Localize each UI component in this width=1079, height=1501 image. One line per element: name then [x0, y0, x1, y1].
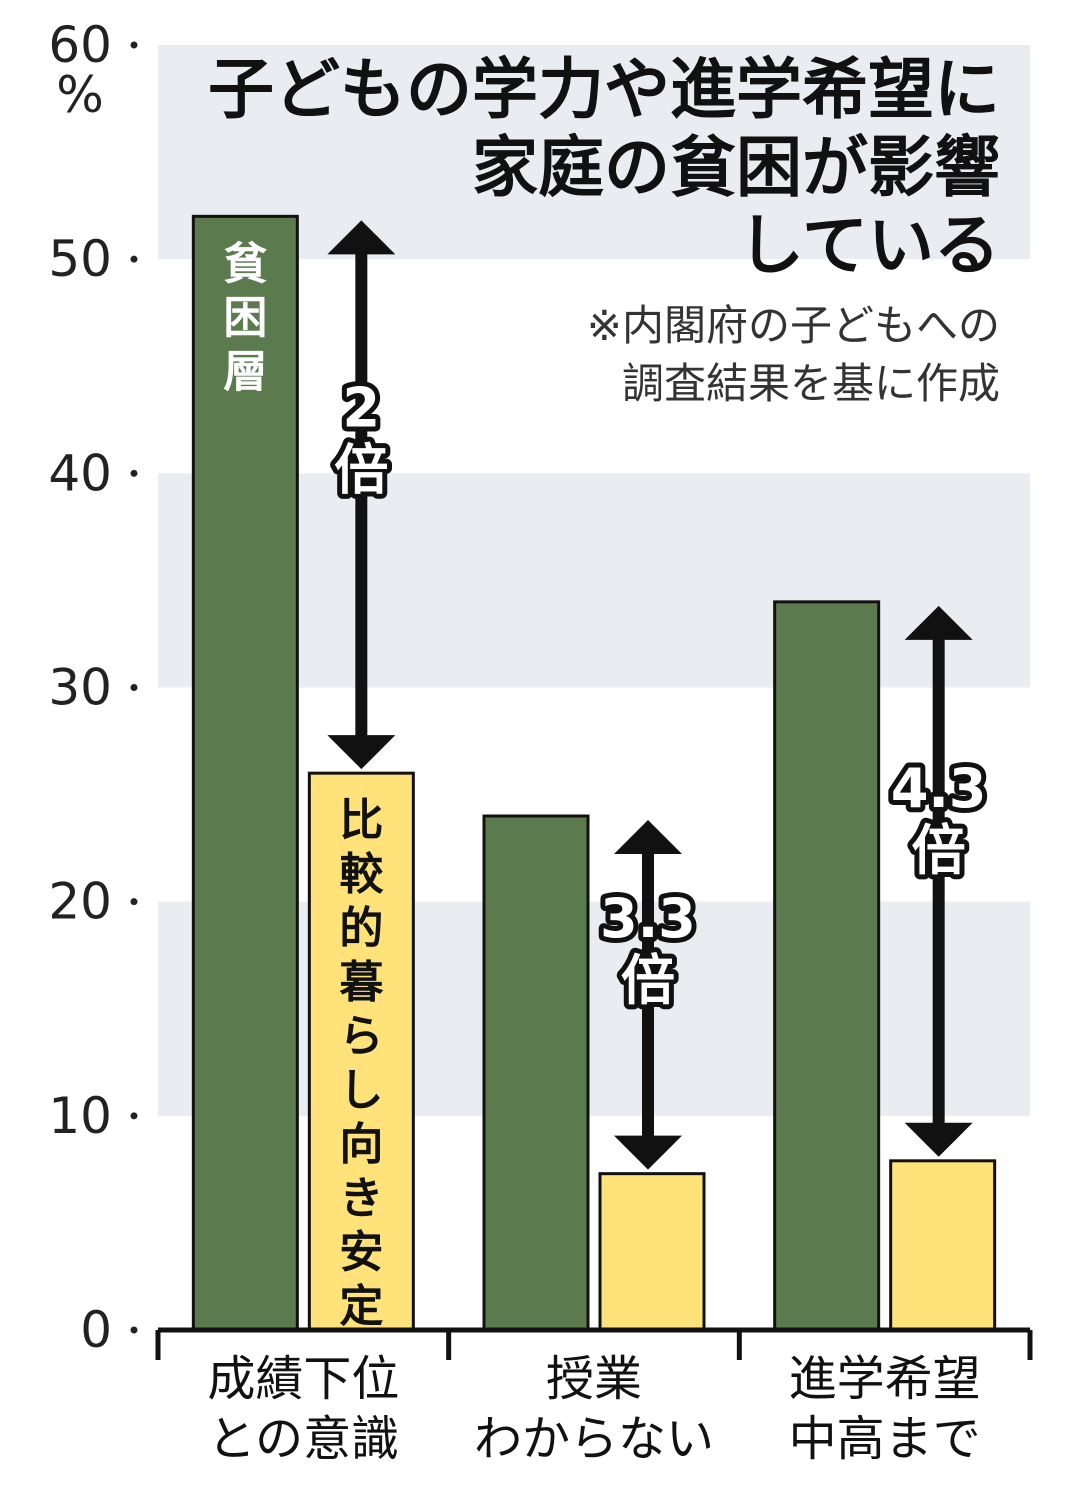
y-unit-label: % — [56, 66, 104, 124]
series-label-char: 貧 — [223, 238, 267, 289]
ratio-arrow-head — [904, 1122, 973, 1157]
source-note-line: ※内閣府の子どもへの — [587, 301, 1000, 350]
grid-band — [158, 901, 1030, 1116]
grid-bands — [158, 45, 1030, 1116]
series-label-char: し — [339, 1065, 383, 1116]
series-label-char: ら — [339, 1011, 383, 1062]
x-category-label: との意識 — [208, 1411, 400, 1467]
y-tick-mark — [130, 41, 138, 49]
chart-title-line: 家庭の貧困が影響 — [472, 129, 1000, 206]
series-label-char: き — [339, 1173, 383, 1224]
ratio-arrow-head — [614, 1135, 682, 1170]
y-axis: 0 10 20 30 40 50 60% — [48, 16, 138, 1359]
y-tick-label: 30 — [48, 659, 112, 717]
y-tick-label: 50 — [48, 230, 112, 288]
series-label-char: 層 — [223, 346, 267, 397]
bar — [191, 214, 299, 1332]
y-tick-mark — [130, 469, 138, 477]
x-category-label: 成績下位 — [207, 1351, 399, 1407]
source-note-line: 調査結果を基に作成 — [622, 359, 1000, 408]
series-label-char: 的 — [339, 903, 383, 954]
series-label-char: 比 — [339, 795, 383, 846]
x-category-label: わからない — [474, 1411, 714, 1467]
y-tick-mark — [130, 255, 138, 263]
series-label-char: 較 — [339, 849, 384, 900]
x-category-label: 進学希望 — [789, 1351, 981, 1407]
ratio-label: 3.3 — [600, 887, 696, 950]
series-label-char: 暮 — [339, 957, 384, 1008]
ratio-arrow-head — [904, 605, 973, 640]
y-tick-mark — [130, 1112, 138, 1120]
series-label-char: 向 — [339, 1119, 383, 1170]
bar — [773, 600, 881, 1332]
y-tick-label: 60 — [48, 16, 112, 74]
y-tick-label: 10 — [48, 1087, 112, 1145]
y-tick-label: 40 — [48, 444, 112, 502]
bar — [598, 1172, 706, 1332]
ratio-arrow-head — [327, 735, 396, 770]
y-tick-mark — [130, 684, 138, 691]
ratio-arrow-head — [327, 220, 396, 255]
bar — [482, 814, 590, 1332]
y-tick-mark — [130, 1326, 138, 1334]
ratio-arrow-head — [614, 820, 682, 854]
ratio-label: 4.3 — [891, 757, 987, 820]
x-category-label: 授業 — [546, 1351, 642, 1407]
y-tick-mark — [130, 898, 138, 906]
chart-title-line: している — [738, 207, 1000, 284]
ratio-label: 倍 — [621, 949, 675, 1012]
series-label-char: 定 — [339, 1281, 383, 1332]
y-tick-label: 20 — [48, 873, 112, 931]
series-label-char: 困 — [223, 292, 267, 343]
bar — [307, 771, 415, 1332]
x-category-label: 中高まで — [789, 1411, 981, 1467]
series-label-char: 安 — [339, 1227, 383, 1278]
ratio-label: 倍 — [912, 819, 966, 882]
y-tick-label: 0 — [80, 1301, 112, 1359]
ratio-label: 2 — [343, 376, 381, 439]
ratio-arrows: 2倍3.3倍4.3倍 — [327, 220, 992, 1170]
bar — [889, 1159, 997, 1332]
grid-band — [158, 473, 1030, 688]
grid-band — [158, 45, 1030, 260]
chart-title-line: 子どもの学力や進学希望に — [208, 51, 1000, 128]
ratio-label: 倍 — [334, 438, 388, 501]
